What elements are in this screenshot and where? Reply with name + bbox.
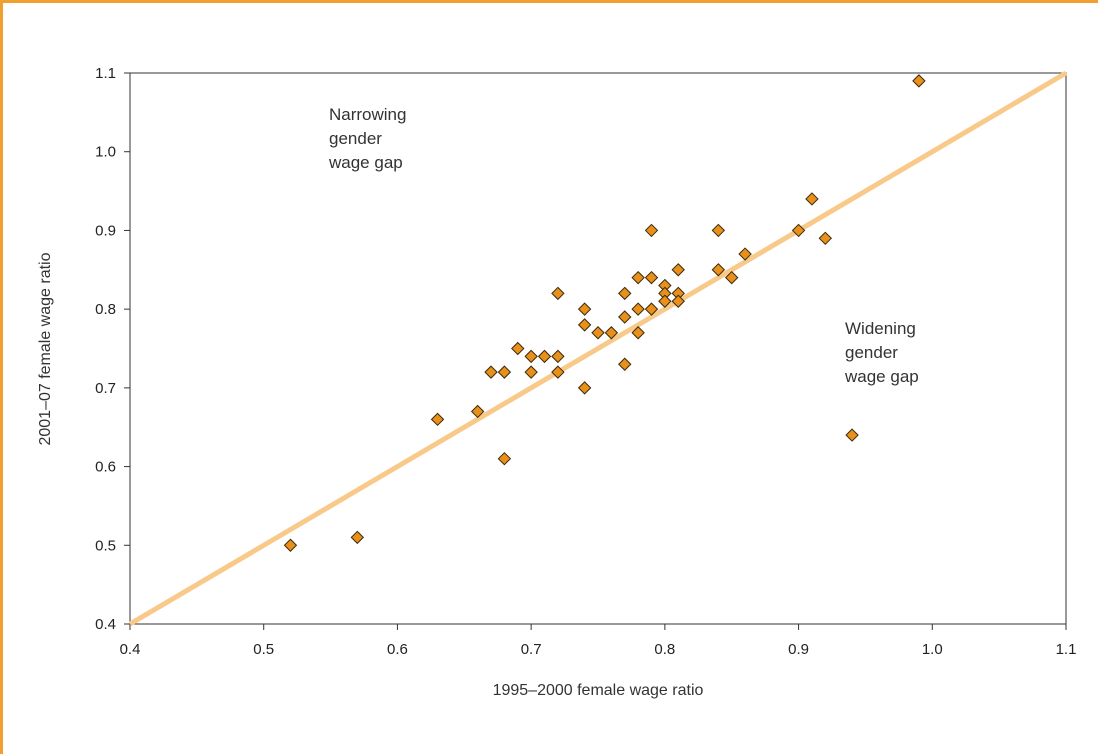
data-point (283, 538, 298, 552)
y-tick-label: 0.9 (95, 222, 116, 239)
data-point (644, 302, 659, 316)
data-point (577, 381, 592, 395)
data-point (671, 263, 685, 277)
y-tick-label: 1.0 (95, 144, 116, 161)
data-point (805, 192, 819, 206)
reference-line-layer (128, 70, 1068, 627)
data-point (524, 349, 538, 364)
annotation-line: gender (845, 343, 898, 362)
x-tick-label: 0.9 (788, 641, 809, 658)
data-point (497, 365, 512, 379)
points-layer (283, 74, 926, 552)
data-point (631, 302, 645, 316)
y-axis-title: 2001–07 female wage ratio (37, 252, 54, 445)
data-point (845, 428, 859, 442)
equality-line (128, 70, 1068, 627)
data-point (658, 294, 672, 308)
y-tick-label: 0.7 (95, 380, 116, 397)
x-tick-label: 0.8 (654, 641, 675, 658)
data-point (725, 270, 739, 285)
data-point (430, 412, 445, 427)
data-point (711, 263, 726, 277)
x-tick-label: 0.5 (253, 641, 274, 658)
y-tick-label: 0.6 (95, 459, 116, 476)
y-tick-label: 0.5 (95, 537, 116, 554)
frame-top-border (0, 0, 1098, 3)
data-point (644, 223, 659, 238)
data-point (618, 286, 632, 301)
data-point (551, 286, 565, 301)
frame-left-border (0, 0, 3, 754)
data-point (818, 231, 833, 246)
data-point (631, 326, 645, 340)
data-point (551, 365, 565, 379)
annotation-line: wage gap (328, 153, 403, 172)
axes: 0.4 0.5 0.6 0.7 0.8 0.9 1.0 1.1 0.4 0.5 0.6 0.7 0.8 0… (95, 65, 1076, 658)
x-tick-label: 0.6 (387, 641, 408, 658)
annotations-layer: Narrowing gender wage gap Widening gender wag… (328, 105, 919, 386)
annotation-line: wage gap (844, 367, 919, 386)
x-tick-label: 0.4 (120, 641, 141, 658)
annotation-widening: Widening gender wage gap (844, 319, 919, 386)
plot-frame (129, 72, 1067, 625)
data-point (484, 365, 498, 379)
data-point (497, 451, 512, 466)
annotation-line: Narrowing (329, 105, 406, 124)
data-point (618, 357, 632, 371)
annotation-line: Widening (845, 319, 916, 338)
data-point (524, 365, 538, 379)
data-point (631, 270, 645, 285)
data-point (511, 341, 525, 356)
data-point (604, 326, 619, 340)
data-point (711, 223, 726, 238)
data-point (577, 302, 592, 316)
x-tick-label: 1.1 (1056, 641, 1077, 658)
data-point (350, 530, 365, 545)
data-point (470, 404, 485, 419)
x-axis-title: 1995–2000 female wage ratio (493, 682, 704, 699)
data-point (537, 349, 552, 364)
data-point (551, 349, 565, 364)
data-point (577, 318, 592, 332)
data-point (644, 270, 659, 285)
x-tick-label: 1.0 (922, 641, 943, 658)
data-point (791, 223, 806, 238)
y-tick-label: 1.1 (95, 65, 116, 82)
annotation-line: gender (329, 129, 382, 148)
data-point (738, 247, 752, 261)
data-point (591, 326, 605, 340)
y-tick-label: 0.8 (95, 301, 116, 318)
annotation-narrowing: Narrowing gender wage gap (328, 105, 406, 172)
y-tick-label: 0.4 (95, 616, 116, 633)
x-tick-label: 0.7 (521, 641, 542, 658)
data-point (671, 294, 685, 308)
data-point (912, 74, 926, 88)
data-point (618, 310, 632, 324)
